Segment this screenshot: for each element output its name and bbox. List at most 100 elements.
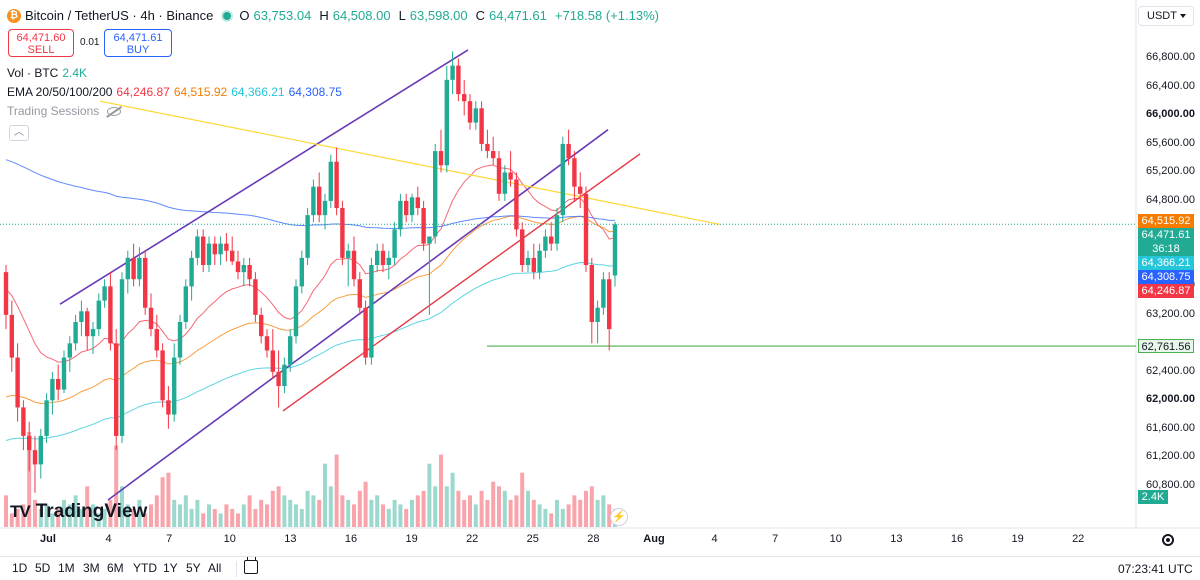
candle-body	[363, 307, 368, 358]
volume-bar	[520, 472, 525, 527]
volume-value: 2.4K	[62, 66, 88, 80]
brand-name: TradingView	[35, 501, 148, 522]
time-tick-label: 13	[284, 533, 297, 545]
timeframe-1d-button[interactable]: 1D	[12, 561, 28, 575]
candle-body	[473, 108, 478, 123]
price-tick-label: 63,200.00	[1146, 307, 1195, 320]
volume-bar	[241, 504, 246, 527]
ema-legend[interactable]: EMA 20/50/100/200 64,246.87 64,515.92 64…	[7, 85, 342, 99]
candle-body	[421, 208, 426, 244]
candle-body	[485, 143, 490, 152]
candle-body	[125, 257, 130, 280]
sessions-legend[interactable]: Trading Sessions	[7, 104, 122, 118]
volume-bar	[259, 499, 264, 527]
price-tick-label: 62,400.00	[1146, 364, 1195, 377]
bitcoin-icon: ₿	[7, 8, 21, 23]
open-label: O	[239, 8, 250, 23]
volume-bar	[468, 495, 472, 527]
candle-body	[520, 229, 525, 265]
candle-body	[27, 435, 32, 451]
price-axis-label: 62,761.56	[1138, 339, 1194, 354]
candle-body	[56, 378, 61, 390]
volume-axis-label: 2.4K	[1138, 490, 1168, 504]
volume-bar	[508, 499, 513, 527]
candle-body	[160, 350, 165, 401]
volume-legend[interactable]: Vol · BTC 2.4K	[7, 66, 87, 80]
time-tick-label: 4	[105, 533, 112, 545]
volume-bar	[224, 504, 229, 527]
time-tick-label: 22	[1072, 533, 1085, 545]
volume-bar	[386, 508, 391, 527]
utc-clock[interactable]: 07:23:41 UTC	[1118, 562, 1193, 576]
timeframe-1m-button[interactable]: 1M	[58, 561, 75, 575]
tradingview-logo[interactable]: TV TradingView	[10, 501, 147, 523]
candle-body	[595, 307, 600, 322]
volume-bar	[479, 490, 484, 527]
volume-bar	[38, 508, 43, 527]
chevron-up-icon: ︿	[14, 127, 24, 138]
candle-body	[566, 143, 571, 159]
ema20-value: 64,246.87	[116, 85, 170, 99]
candle-body	[601, 279, 606, 308]
timeframe-all-button[interactable]: All	[208, 561, 222, 575]
symbol-legend[interactable]: ₿ Bitcoin / TetherUS · 4h · Binance O 63,…	[7, 8, 663, 23]
volume-bar	[485, 499, 490, 527]
eye-hidden-icon[interactable]	[107, 106, 122, 116]
volume-bar	[595, 499, 600, 527]
calendar-icon[interactable]	[244, 557, 258, 574]
sell-button[interactable]: 64,471.60 SELL	[8, 29, 74, 57]
volume-bar	[305, 490, 310, 527]
currency-select[interactable]: USDT	[1138, 6, 1194, 26]
volume-bar	[143, 513, 148, 527]
volume-bar	[601, 495, 606, 527]
candle-body	[467, 101, 473, 123]
volume-bar	[398, 504, 403, 527]
buy-button[interactable]: 64,471.61 BUY	[104, 29, 172, 57]
volume-bar	[288, 499, 293, 527]
volume-bar	[236, 513, 240, 527]
candle-body	[73, 321, 78, 344]
candle-body	[172, 357, 177, 415]
volume-bar	[340, 495, 345, 527]
candle-body	[433, 151, 438, 237]
volume-bar	[299, 508, 304, 527]
gear-icon[interactable]	[1162, 534, 1174, 546]
candle-body	[409, 197, 415, 216]
timeframe-5y-button[interactable]: 5Y	[186, 561, 201, 575]
candle-body	[143, 257, 148, 308]
candle-body	[444, 79, 449, 166]
time-tick-label: 13	[890, 533, 903, 545]
price-tick-label: 64,800.00	[1146, 193, 1195, 206]
candle-body	[305, 215, 310, 258]
candle-body	[96, 300, 101, 330]
volume-bar	[183, 495, 188, 527]
sell-price: 64,471.60	[16, 32, 66, 44]
volume-bar	[212, 508, 217, 527]
timeframe-1y-button[interactable]: 1Y	[163, 561, 178, 575]
timeframe-5d-button[interactable]: 5D	[35, 561, 51, 575]
price-axis-label: 64,308.75	[1138, 270, 1194, 285]
price-tick-label: 66,400.00	[1146, 79, 1195, 92]
timeframe-6m-button[interactable]: 6M	[107, 561, 124, 575]
volume-bar	[473, 504, 478, 527]
buy-label: BUY	[126, 44, 150, 56]
candle-body	[427, 236, 432, 244]
volume-bar	[514, 495, 519, 527]
candle-body	[61, 357, 67, 390]
candle-body	[282, 364, 287, 387]
volume-bar	[369, 499, 374, 527]
candle-body	[201, 236, 206, 265]
timeframe-3m-button[interactable]: 3M	[83, 561, 100, 575]
price-tick-label: 66,000.00	[1146, 108, 1195, 121]
ema200-value: 64,308.75	[288, 85, 342, 99]
replay-icon[interactable]: ⚡	[610, 508, 628, 526]
volume-bar	[392, 499, 397, 527]
volume-bar	[589, 486, 594, 527]
volume-bar	[125, 504, 130, 527]
candle-body	[67, 343, 72, 358]
candle-body	[578, 186, 583, 194]
collapse-legend-button[interactable]: ︿	[9, 125, 29, 141]
timeframe-ytd-button[interactable]: YTD	[133, 561, 157, 575]
